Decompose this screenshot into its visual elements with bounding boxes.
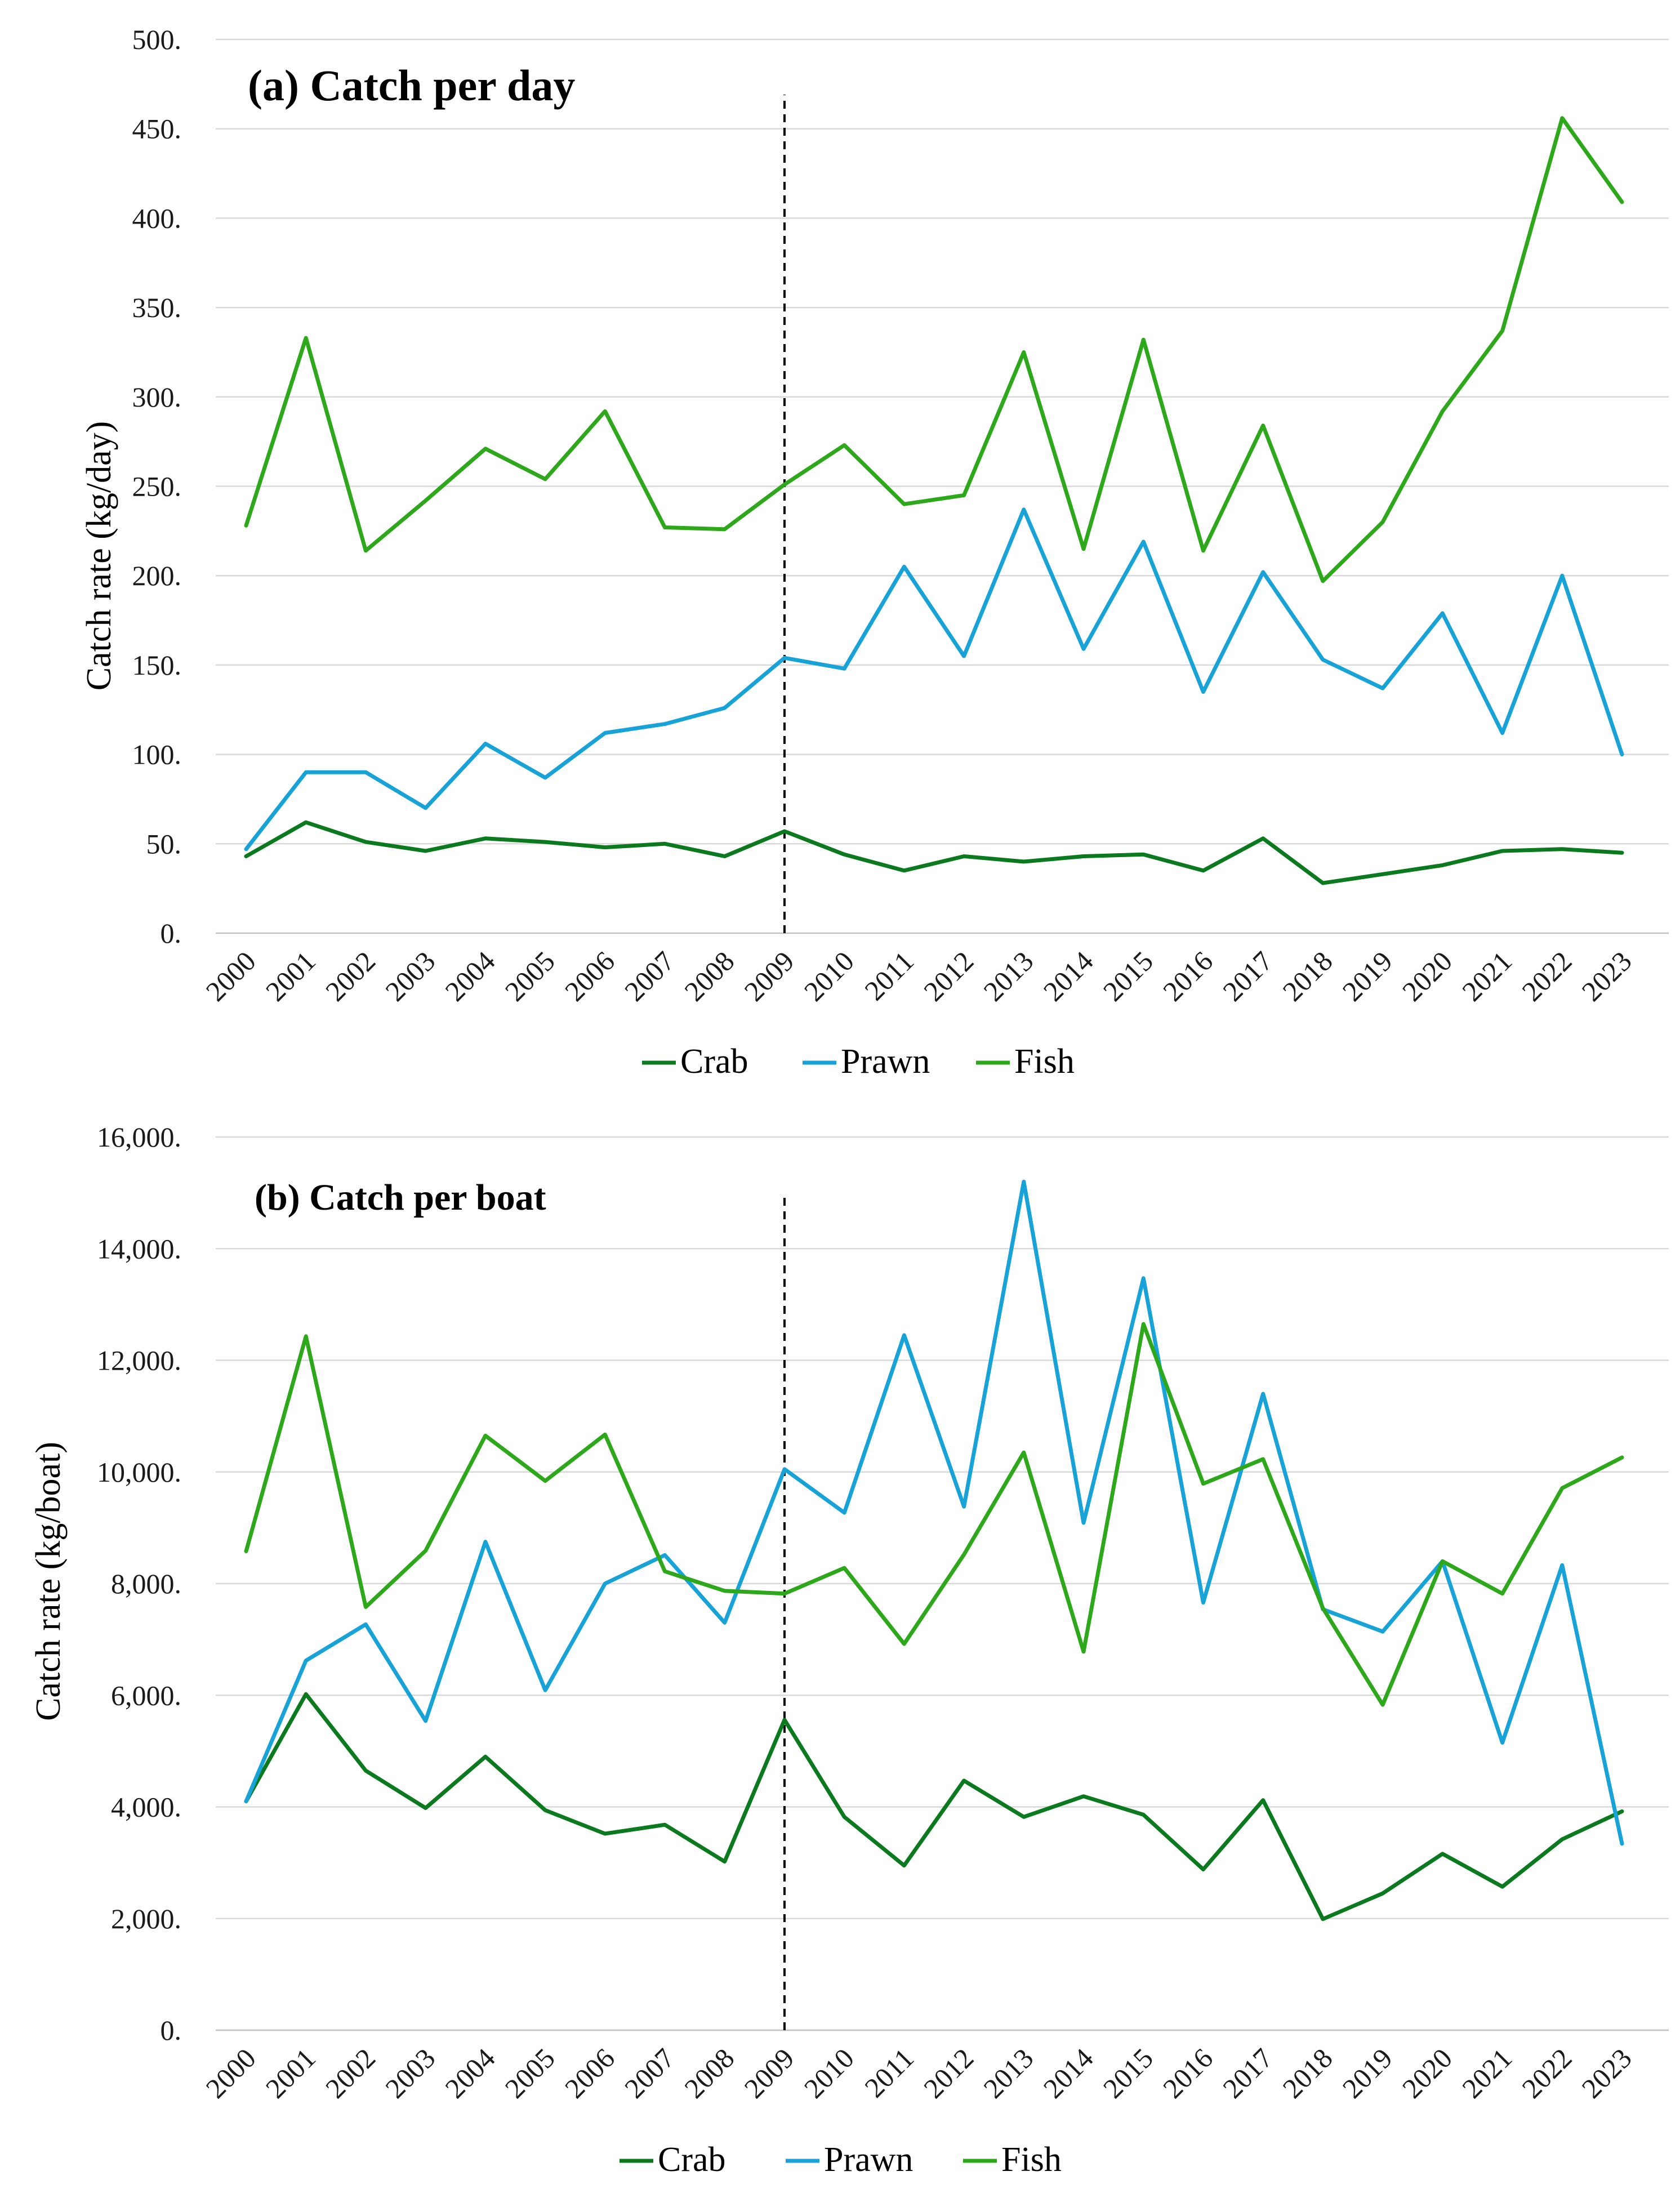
series-line-prawn: [244, 507, 1624, 851]
legend-label: Crab: [680, 1042, 748, 1081]
x-tick-label: 2005: [499, 2042, 561, 2104]
legend-label: Fish: [1001, 2141, 1062, 2179]
y-tick-label: 450.: [132, 113, 182, 145]
x-tick-label: 2013: [977, 945, 1039, 1007]
x-tick-label: 2012: [917, 945, 979, 1007]
x-tick-label: 2018: [1276, 2042, 1338, 2104]
x-tick-label: 2016: [1157, 945, 1219, 1007]
x-tick-label: 2017: [1216, 945, 1278, 1007]
x-tick-label: 2016: [1157, 2042, 1219, 2104]
legend-entry-crab: Crab: [642, 1042, 748, 1081]
x-tick-label: 2002: [319, 945, 381, 1007]
x-tick-label: 2014: [1037, 945, 1099, 1007]
x-tick-label: 2022: [1516, 2042, 1577, 2104]
y-tick-label: 4,000.: [111, 1791, 181, 1823]
series-line-fish: [244, 1322, 1624, 1707]
legend-entry-prawn: Prawn: [803, 1042, 930, 1081]
x-tick-label: 2023: [1575, 945, 1637, 1007]
y-tick-label: 2,000.: [111, 1903, 181, 1934]
y-tick-label: 150.: [132, 649, 182, 681]
x-tick-label: 2011: [858, 945, 920, 1006]
panel-a-title: (a) Catch per day: [248, 61, 575, 110]
legend-label: Crab: [658, 2141, 726, 2179]
x-tick-label: 2018: [1276, 945, 1338, 1007]
x-tick-label: 2004: [439, 945, 501, 1007]
series-line-crab: [244, 820, 1624, 885]
x-tick-label: 2014: [1037, 2042, 1099, 2104]
x-tick-label: 2011: [858, 2042, 920, 2103]
series-line-prawn: [244, 1179, 1624, 1846]
x-tick-label: 2017: [1216, 2042, 1278, 2104]
legend-entry-fish: Fish: [963, 2141, 1062, 2179]
x-tick-label: 2002: [319, 2042, 381, 2104]
x-tick-label: 2007: [618, 945, 680, 1007]
y-tick-label: 500.: [132, 24, 182, 55]
x-tick-label: 2007: [618, 2042, 680, 2104]
x-tick-label: 2008: [678, 945, 740, 1007]
legend-label: Prawn: [824, 2141, 913, 2179]
x-tick-label: 2006: [559, 2042, 621, 2104]
y-tick-label: 100.: [132, 739, 182, 770]
x-tick-label: 2001: [260, 945, 322, 1007]
y-tick-label: 8,000.: [111, 1568, 181, 1599]
panel-b-catch-per-boat: (b) Catch per boat Catch rate (kg/boat) …: [29, 1121, 1669, 2179]
legend-entry-prawn: Prawn: [786, 2141, 913, 2179]
legend-label: Fish: [1014, 1042, 1075, 1081]
x-tick-label: 2019: [1336, 2042, 1398, 2104]
x-tick-label: 2000: [199, 2042, 261, 2104]
x-tick-label: 2008: [678, 2042, 740, 2104]
x-tick-label: 2000: [199, 945, 261, 1007]
x-tick-label: 2004: [439, 2042, 501, 2104]
x-tick-label: 2023: [1575, 2042, 1637, 2104]
panel-b-title: (b) Catch per boat: [255, 1177, 546, 1218]
y-tick-label: 6,000.: [111, 1679, 181, 1711]
legend-entry-crab: Crab: [620, 2141, 726, 2179]
x-tick-label: 2009: [738, 945, 800, 1007]
y-tick-label: 12,000.: [97, 1345, 181, 1376]
y-tick-label: 16,000.: [97, 1121, 181, 1153]
x-tick-label: 2006: [559, 945, 621, 1007]
x-tick-label: 2005: [499, 945, 561, 1007]
panel-a-y-axis-label: Catch rate (kg/day): [80, 421, 118, 691]
series-line-fish: [244, 116, 1624, 583]
x-tick-label: 2021: [1456, 945, 1518, 1007]
y-tick-label: 250.: [132, 471, 182, 502]
y-tick-label: 0.: [161, 917, 182, 949]
legend-label: Prawn: [841, 1042, 930, 1081]
x-tick-label: 2019: [1336, 945, 1398, 1007]
y-tick-label: 200.: [132, 560, 182, 591]
x-tick-label: 2021: [1456, 2042, 1518, 2104]
y-tick-label: 50.: [146, 828, 182, 859]
x-tick-label: 2020: [1396, 2042, 1458, 2104]
x-tick-label: 2001: [260, 2042, 322, 2104]
y-tick-label: 14,000.: [97, 1233, 181, 1264]
x-tick-label: 2015: [1097, 945, 1159, 1007]
x-tick-label: 2013: [977, 2042, 1039, 2104]
y-tick-label: 300.: [132, 381, 182, 413]
x-tick-label: 2010: [798, 945, 860, 1007]
x-tick-label: 2003: [379, 2042, 441, 2104]
legend-entry-fish: Fish: [976, 1042, 1075, 1081]
y-tick-label: 350.: [132, 292, 182, 323]
panel-a-catch-per-day: (a) Catch per day Catch rate (kg/day) 0.…: [80, 24, 1669, 1081]
y-tick-label: 0.: [161, 2014, 182, 2046]
x-tick-label: 2003: [379, 945, 441, 1007]
x-tick-label: 2009: [738, 2042, 800, 2104]
x-tick-label: 2010: [798, 2042, 860, 2104]
panel-b-y-axis-label: Catch rate (kg/boat): [29, 1442, 68, 1721]
x-tick-label: 2020: [1396, 945, 1458, 1007]
series-line-crab: [244, 1692, 1624, 1921]
x-tick-label: 2015: [1097, 2042, 1159, 2104]
x-tick-label: 2012: [917, 2042, 979, 2104]
y-tick-label: 10,000.: [97, 1456, 181, 1488]
y-tick-label: 400.: [132, 202, 182, 234]
x-tick-label: 2022: [1516, 945, 1577, 1007]
